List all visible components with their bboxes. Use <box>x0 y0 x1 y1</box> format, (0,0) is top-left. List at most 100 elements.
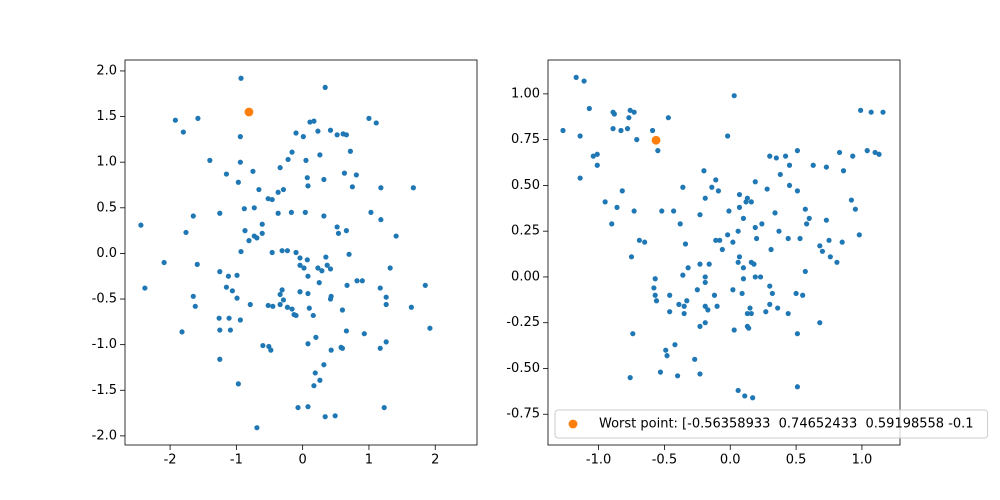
scatter-point <box>611 111 617 117</box>
scatter-point <box>767 153 773 159</box>
scatter-point <box>359 278 365 284</box>
scatter-point <box>244 107 254 117</box>
scatter-point <box>343 132 350 138</box>
scatter-point <box>300 134 306 140</box>
scatter-point <box>839 239 845 245</box>
scatter-point <box>705 307 711 313</box>
scatter-point <box>701 168 707 174</box>
scatter-point <box>312 370 318 376</box>
scatter-point <box>684 298 690 304</box>
scatter-point <box>302 209 308 215</box>
scatter-point <box>642 239 648 245</box>
y-tick-label: 0.5 <box>96 200 117 215</box>
scatter-point <box>238 75 244 81</box>
scatter-point <box>785 235 791 242</box>
scatter-point <box>840 168 847 174</box>
scatter-point <box>242 228 248 234</box>
axes-frame <box>547 59 901 446</box>
scatter-point <box>630 331 636 337</box>
scatter-point <box>265 196 271 202</box>
scatter-point <box>305 183 311 189</box>
scatter-point <box>387 265 393 271</box>
scatter-point <box>782 153 789 159</box>
scatter-point <box>680 272 686 278</box>
scatter-point <box>725 133 731 139</box>
scatter-point <box>676 301 682 308</box>
scatter-point <box>284 248 291 254</box>
scatter-point <box>284 304 291 310</box>
scatter-point <box>235 179 241 185</box>
scatter-point <box>697 261 703 267</box>
scatter-point <box>194 261 200 267</box>
scatter-point <box>229 288 235 294</box>
scatter-point <box>713 237 719 243</box>
scatter-point <box>653 298 660 304</box>
scatter-point <box>225 273 232 279</box>
scatter-point <box>618 127 624 134</box>
scatter-point <box>876 151 882 157</box>
scatter-point <box>628 254 635 260</box>
scatter-point <box>304 257 310 263</box>
scatter-point <box>794 148 801 154</box>
scatter-point <box>692 356 698 362</box>
scatter-point <box>702 320 708 326</box>
scatter-point <box>819 248 826 254</box>
scatter-point <box>726 208 732 214</box>
scatter-point <box>289 306 295 312</box>
scatter-point <box>827 254 833 260</box>
scatter-point <box>183 229 189 236</box>
scatter-point <box>321 362 327 368</box>
scatter-point <box>217 269 223 275</box>
scatter-point <box>747 305 753 311</box>
axes-frame <box>124 59 478 446</box>
scatter-point <box>794 384 801 390</box>
scatter-point <box>361 331 367 337</box>
scatter-point <box>757 274 764 280</box>
scatter-point <box>697 212 703 218</box>
scatter-point <box>736 191 743 198</box>
scatter-point <box>702 274 708 280</box>
scatter-point <box>301 265 307 271</box>
scatter-point <box>697 371 703 377</box>
y-tick-label: -2.0 <box>92 428 117 443</box>
scatter-point <box>254 235 260 241</box>
scatter-point <box>586 105 592 112</box>
scatter-point <box>802 206 808 212</box>
scatter-point <box>270 303 276 309</box>
scatter-point <box>744 195 750 201</box>
scatter-point <box>217 210 223 216</box>
axes: -1.0 -0.5 0.0 0.5 1.0 -0.75 -0.50 -0.25 0.00 0.25… <box>506 59 901 468</box>
scatter-point <box>823 164 829 170</box>
scatter-point <box>305 290 311 297</box>
scatter-point <box>694 287 700 293</box>
scatter-point <box>793 290 799 297</box>
scatter-point <box>739 290 745 297</box>
scatter-point <box>665 115 671 121</box>
scatter-point <box>614 204 620 210</box>
scatter-point <box>624 126 631 132</box>
y-tick-label: -0.25 <box>506 315 540 330</box>
scatter-point <box>752 179 758 185</box>
scatter-point <box>226 315 232 321</box>
scatter-point <box>327 266 334 272</box>
scatter-point <box>305 341 311 347</box>
scatter-point <box>277 291 283 298</box>
scatter-point <box>663 347 669 353</box>
x-tick-label: -1 <box>230 453 243 468</box>
scatter-point <box>335 230 342 236</box>
scatter-point <box>619 188 625 194</box>
scatter-point <box>377 285 383 291</box>
scatter-point <box>269 196 275 203</box>
scatter-point <box>321 176 327 183</box>
scatter-point <box>626 115 632 121</box>
scatter-point <box>354 278 360 284</box>
scatter-point <box>373 120 379 126</box>
scatter-point <box>706 261 712 267</box>
scatter-point <box>328 347 334 353</box>
scatter-point <box>627 107 633 113</box>
scatter-point <box>254 425 260 431</box>
scatter-point <box>190 213 196 219</box>
scatter-point <box>277 301 283 308</box>
scatter-point <box>319 268 325 274</box>
scatter-point <box>715 188 722 194</box>
